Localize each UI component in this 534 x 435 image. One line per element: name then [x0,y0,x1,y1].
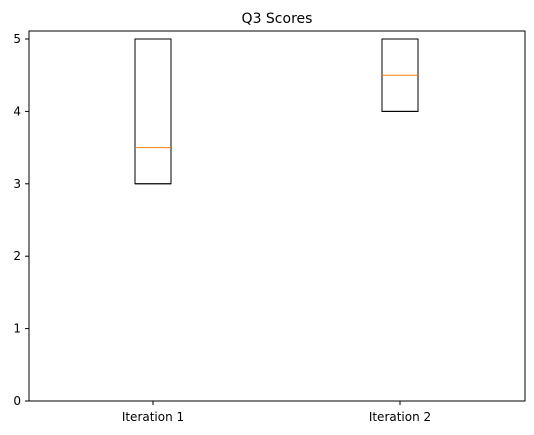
y-tick-label: 0 [13,394,21,408]
plot-area [28,30,526,402]
box-body [134,38,172,185]
y-tick-label: 5 [13,32,21,46]
y-tick-label: 3 [13,177,21,191]
y-tick-label: 4 [13,104,21,118]
chart-title: Q3 Scores [242,11,313,27]
y-tick-label: 1 [13,322,21,336]
x-tick-label: Iteration 1 [122,410,184,424]
y-tick-label: 2 [13,249,21,263]
x-tick-label: Iteration 2 [369,410,431,424]
x-axis: Iteration 1 Iteration 2 [122,401,431,424]
y-axis: 0 1 2 3 4 5 [13,32,29,408]
boxes-group [134,38,419,185]
